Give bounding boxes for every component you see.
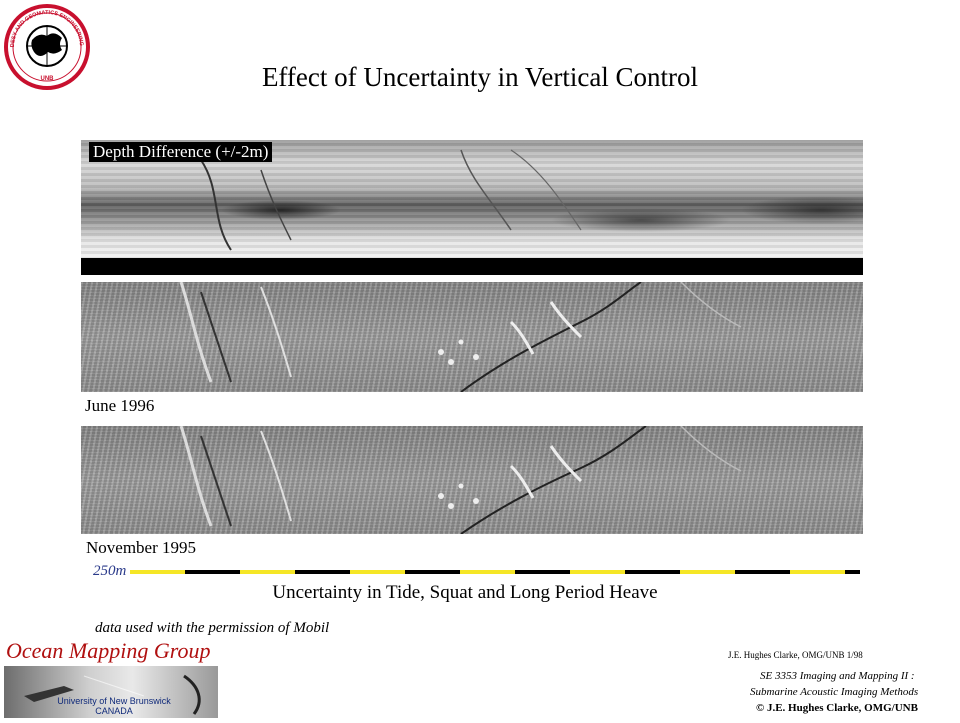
scale-bar-segment <box>130 570 185 574</box>
omg-university-country: CANADA <box>95 706 133 716</box>
scale-bar-segment <box>240 570 295 574</box>
november-1995-label: November 1995 <box>86 538 197 557</box>
svg-text:UNB: UNB <box>41 76 55 82</box>
omg-vessel-icon <box>24 674 201 715</box>
scale-bar-segment <box>845 570 860 574</box>
footer-author: J.E. Hughes Clarke, OMG/UNB 1/98 <box>728 650 863 660</box>
june-seabed-features <box>179 282 742 392</box>
omg-university: University of New Brunswick CANADA <box>34 696 194 716</box>
footer-copyright: © J.E. Hughes Clarke, OMG/UNB <box>756 702 918 714</box>
data-credit: data used with the permission of Mobil <box>95 620 330 636</box>
footer-course-line1: SE 3353 Imaging and Mapping II : <box>760 670 915 682</box>
scale-bar-segment <box>295 570 350 574</box>
ocean-mapping-group-logo: Ocean Mapping Group University of New Br… <box>4 638 218 718</box>
november-1995-sonar-image <box>81 426 863 534</box>
scale-bar-segment <box>735 570 790 574</box>
june-1996-label: June 1996 <box>85 396 155 415</box>
depth-difference-label: Depth Difference (+/-2m) <box>89 142 273 162</box>
scale-bar-segment <box>460 570 515 574</box>
depth-difference-panel: Depth Difference (+/-2m) <box>81 140 863 280</box>
footer-course-line2: Submarine Acoustic Imaging Methods <box>750 686 919 698</box>
omg-university-name: University of New Brunswick <box>57 696 171 706</box>
scale-bar-segment <box>405 570 460 574</box>
scale-bar <box>130 570 860 574</box>
november-seabed-features <box>179 426 742 534</box>
unb-seal-logo: UNB GEODESY AND GEOMATICS ENGINEERING UN… <box>4 4 90 90</box>
panel-divider <box>81 275 863 280</box>
scale-bar-segment <box>350 570 405 574</box>
slide-title: Effect of Uncertainty in Vertical Contro… <box>261 62 699 92</box>
scale-bar-segment <box>185 570 240 574</box>
scale-bar-segment <box>570 570 625 574</box>
scale-bar-segment <box>680 570 735 574</box>
slide-caption: Uncertainty in Tide, Squat and Long Peri… <box>272 582 658 603</box>
omg-title: Ocean Mapping Group <box>6 638 211 663</box>
scale-bar-segment <box>515 570 570 574</box>
omg-logo-image <box>4 666 218 718</box>
scale-bar-segment <box>625 570 680 574</box>
scale-bar-segment <box>790 570 845 574</box>
difference-features <box>200 149 582 251</box>
june-1996-sonar-image <box>81 282 863 392</box>
scale-bar-label: 250m <box>93 563 127 579</box>
